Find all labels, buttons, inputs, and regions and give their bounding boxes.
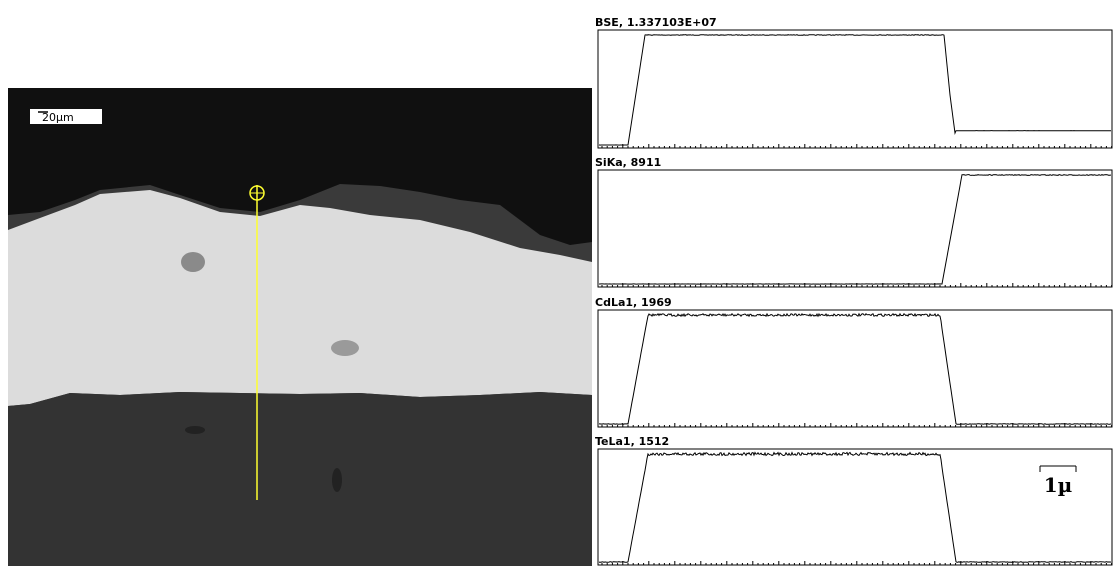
profile-frame	[598, 449, 1112, 565]
micrograph: 20µm	[8, 88, 592, 566]
figure: 20µm BSE, 1.337103E+07 SiKa, 8911 CdLa1, 1…	[0, 0, 1115, 566]
profile-label: CdLa1, 1969	[595, 296, 672, 309]
profiles: BSE, 1.337103E+07 SiKa, 8911 CdLa1, 1969 Te…	[595, 16, 1112, 565]
page: 20µm BSE, 1.337103E+07 SiKa, 8911 CdLa1, 1…	[0, 0, 1115, 566]
scale-label: 20µm	[42, 111, 74, 124]
profile-frame	[598, 310, 1112, 427]
profile-curve	[599, 175, 1111, 285]
profile-curve	[599, 453, 1111, 563]
pit	[185, 426, 205, 434]
profile-curve	[599, 35, 1111, 145]
profile-curve	[599, 314, 1111, 424]
pit	[332, 468, 342, 492]
profile-label: BSE, 1.337103E+07	[595, 16, 717, 29]
profile-label: SiKa, 8911	[595, 156, 661, 169]
profile-frame	[598, 170, 1112, 287]
substrate	[8, 392, 592, 566]
inclusion	[331, 340, 359, 356]
profile-label: TeLa1, 1512	[595, 435, 669, 448]
profile-scale-label: 1µ	[1044, 473, 1073, 497]
inclusion	[181, 252, 205, 272]
